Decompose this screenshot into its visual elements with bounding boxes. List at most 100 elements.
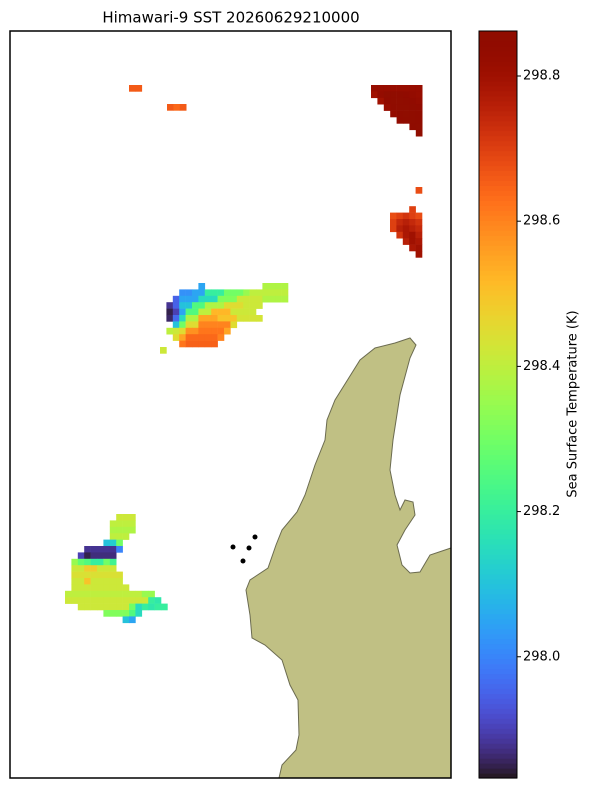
sst-cell — [390, 110, 397, 118]
sst-cell — [103, 578, 111, 585]
sst-cell — [71, 584, 79, 592]
sst-cell — [84, 546, 91, 553]
sst-cell — [116, 571, 123, 579]
colorbar-label: Sea Surface Temperature (K) — [566, 310, 581, 497]
sst-cell — [185, 321, 193, 329]
colorbar-segment — [479, 55, 517, 62]
colorbar-segment — [479, 608, 517, 615]
sst-cell — [71, 590, 79, 598]
sst-cell — [77, 558, 85, 566]
colorbar-segment — [479, 683, 517, 689]
colorbar-segment — [479, 529, 517, 535]
sst-cell — [90, 558, 98, 566]
sst-cell — [185, 327, 193, 335]
colorbar-segment — [479, 708, 517, 714]
sst-cell — [84, 578, 91, 585]
sst-cell — [409, 206, 416, 213]
sst-cell — [109, 565, 117, 572]
sst-cell — [396, 231, 404, 239]
sst-cell — [97, 546, 104, 553]
colorbar-segment — [479, 688, 517, 694]
colorbar-segment — [479, 205, 517, 211]
sst-cell — [224, 327, 231, 335]
sst-cell — [172, 315, 180, 322]
sst-cell — [65, 590, 72, 598]
sst-cell — [185, 295, 193, 303]
colorbar-segment — [479, 339, 517, 346]
sst-cell — [116, 597, 123, 604]
colorbar-segment — [479, 404, 517, 411]
sst-cell — [166, 327, 174, 335]
sst-cell — [268, 283, 276, 290]
sst-cell — [185, 334, 193, 341]
colorbar-segment — [479, 329, 517, 336]
sst-cell — [217, 295, 225, 303]
colorbar-segment — [479, 60, 517, 67]
colorbar-segment — [479, 733, 517, 739]
sst-cell — [84, 603, 91, 611]
colorbar-segment — [479, 190, 517, 196]
sst-cell — [204, 295, 212, 303]
sst-cell — [396, 104, 404, 111]
colorbar-segment — [479, 185, 517, 191]
colorbar-segment — [479, 90, 517, 97]
colorbar-segment — [479, 618, 517, 625]
sst-cell — [129, 597, 136, 604]
colorbar-segment — [479, 698, 517, 704]
sst-cell — [415, 238, 423, 245]
sst-cell — [71, 597, 79, 604]
sst-cell — [383, 85, 391, 92]
colorbar-segment — [479, 70, 517, 77]
sst-cell — [409, 212, 416, 220]
colorbar-segment — [479, 130, 517, 137]
colorbar-segment — [479, 245, 517, 251]
sst-cell — [109, 603, 117, 611]
station-dot — [230, 544, 236, 550]
sst-cell — [185, 340, 193, 348]
sst-cell — [409, 225, 416, 233]
colorbar-segment — [479, 200, 517, 206]
sst-cell — [166, 302, 174, 309]
sst-cell — [211, 340, 218, 348]
sst-cell — [109, 610, 117, 617]
sst-cell — [172, 321, 180, 329]
sst-cell — [109, 533, 117, 540]
colorbar-segment — [479, 578, 517, 585]
sst-cell — [103, 603, 111, 611]
map-frame — [9, 30, 452, 779]
sst-cell — [103, 565, 111, 572]
sst-cell — [116, 610, 123, 617]
sst-cell — [403, 97, 410, 105]
colorbar-segment — [479, 603, 517, 610]
sst-cell — [90, 584, 98, 592]
colorbar-segment — [479, 50, 517, 57]
colorbar-segment — [479, 150, 517, 157]
sst-cell — [249, 302, 257, 309]
colorbar-tick-label: 298.0 — [523, 649, 560, 664]
colorbar-segment — [479, 240, 517, 246]
colorbar-tick-label: 298.6 — [523, 214, 560, 229]
colorbar-segment — [479, 489, 517, 495]
sst-cell — [198, 334, 206, 341]
sst-cell — [211, 321, 218, 329]
sst-cell — [390, 225, 397, 233]
sst-cell — [97, 565, 104, 572]
colorbar-segment — [479, 479, 517, 485]
sst-cell — [109, 558, 117, 566]
colorbar-segment — [479, 454, 517, 460]
colorbar-segment — [479, 738, 517, 744]
colorbar-segment — [479, 658, 517, 665]
sst-cell — [268, 289, 276, 297]
colorbar-segment — [479, 40, 517, 47]
sst-cell — [109, 520, 117, 528]
colorbar-segment — [479, 643, 517, 650]
colorbar — [479, 31, 517, 779]
colorbar-segment — [479, 773, 517, 779]
sst-cell — [198, 321, 206, 329]
colorbar-segment — [479, 399, 517, 406]
sst-cell — [179, 321, 186, 329]
colorbar-segment — [479, 80, 517, 87]
colorbar-segment — [479, 31, 517, 37]
sst-cell — [390, 104, 397, 111]
sst-cell — [122, 520, 130, 528]
